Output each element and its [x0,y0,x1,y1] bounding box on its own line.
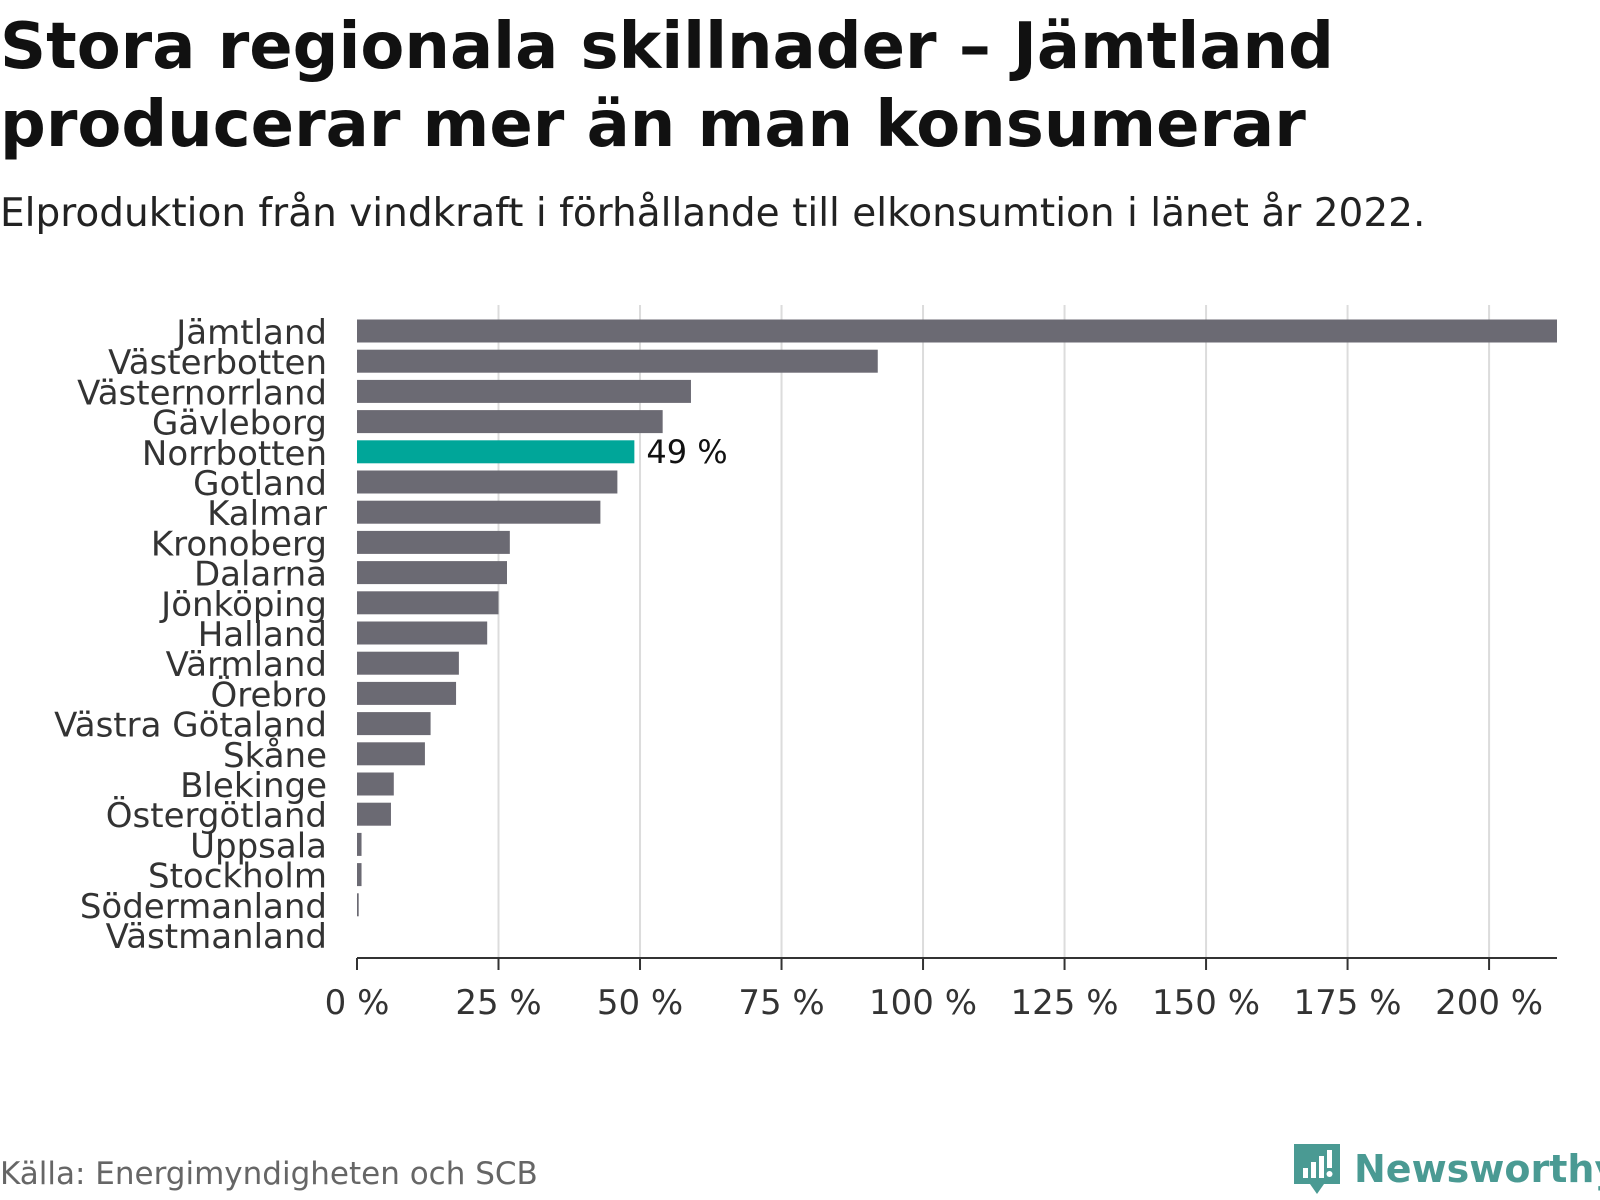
category-label: Uppsala [190,826,327,866]
category-label: Dalarna [194,555,327,595]
bar-uppsala [357,832,362,856]
source-note: Källa: Energimyndigheten och SCB [0,1156,538,1192]
category-label: Västerbotten [108,343,327,383]
category-label: Jämtland [174,313,327,353]
category-label: Västernorrland [77,373,327,413]
newsworthy-logo-icon [1294,1144,1340,1194]
chart-subtitle: Elproduktion från vindkraft i förhålland… [0,191,1426,236]
category-label: Stockholm [148,857,327,897]
bar-blekinge [357,772,394,796]
x-tick-label: 200 % [1435,983,1543,1020]
bars [357,319,1557,917]
data-label: 49 % [646,433,727,471]
category-label: Kalmar [207,494,327,534]
category-label: Västmanland [106,917,327,957]
bar-chart: JämtlandVästerbottenVästernorrlandGävleb… [54,305,1557,1020]
x-tick-label: 50 % [597,983,683,1020]
category-label: Gävleborg [152,404,327,444]
bar-örebro [357,681,457,705]
chart-title: Stora regionala skillnader – Jämtland pr… [0,10,1334,162]
bar-södermanland [357,893,359,917]
category-label: Kronoberg [151,524,327,564]
category-label: Östergötland [106,795,327,836]
bar-jönköping [357,591,499,615]
category-label: Gotland [193,464,327,504]
bar-halland [357,621,488,645]
category-label: Norrbotten [142,434,327,474]
brand-name: Newsworthy [1354,1147,1600,1191]
bar-västerbotten [357,349,878,373]
x-axis: 0 % 25 % 50 % 75 % 100 % 125 % 150 % 175 % 200 % [325,957,1557,1020]
x-tick-label: 0 % [325,983,390,1020]
x-tick-label: 100 % [869,983,977,1020]
brand-logo: Newsworthy [1290,1140,1600,1198]
bar-skåne [357,742,425,766]
category-label: Blekinge [180,766,327,806]
gridlines [497,305,1491,958]
bar-kalmar [357,500,601,524]
bar-gävleborg [357,410,663,434]
category-labels: JämtlandVästerbottenVästernorrlandGävleb… [54,313,728,957]
bar-värmland [357,651,459,675]
x-tick-label: 175 % [1294,983,1402,1020]
category-label: Jönköping [159,585,327,625]
category-label: Västra Götaland [54,706,327,746]
bar-norrbotten [357,440,635,464]
bar-gotland [357,470,618,494]
x-tick-label: 125 % [1011,983,1119,1020]
category-label: Skåne [223,736,327,776]
x-tick-label: 25 % [455,983,541,1020]
bar-dalarna [357,561,507,585]
category-label: Halland [198,615,327,655]
bar-västernorrland [357,379,691,403]
category-label: Örebro [210,674,327,715]
category-label: Värmland [166,645,327,685]
bar-västra-götaland [357,712,431,736]
x-tick-label: 150 % [1152,983,1260,1020]
bar-jämtland [357,319,1557,343]
bar-kronoberg [357,530,510,554]
bar-östergötland [357,802,391,826]
x-tick-label: 75 % [738,983,824,1020]
category-label: Södermanland [80,887,327,927]
bar-stockholm [357,863,362,887]
